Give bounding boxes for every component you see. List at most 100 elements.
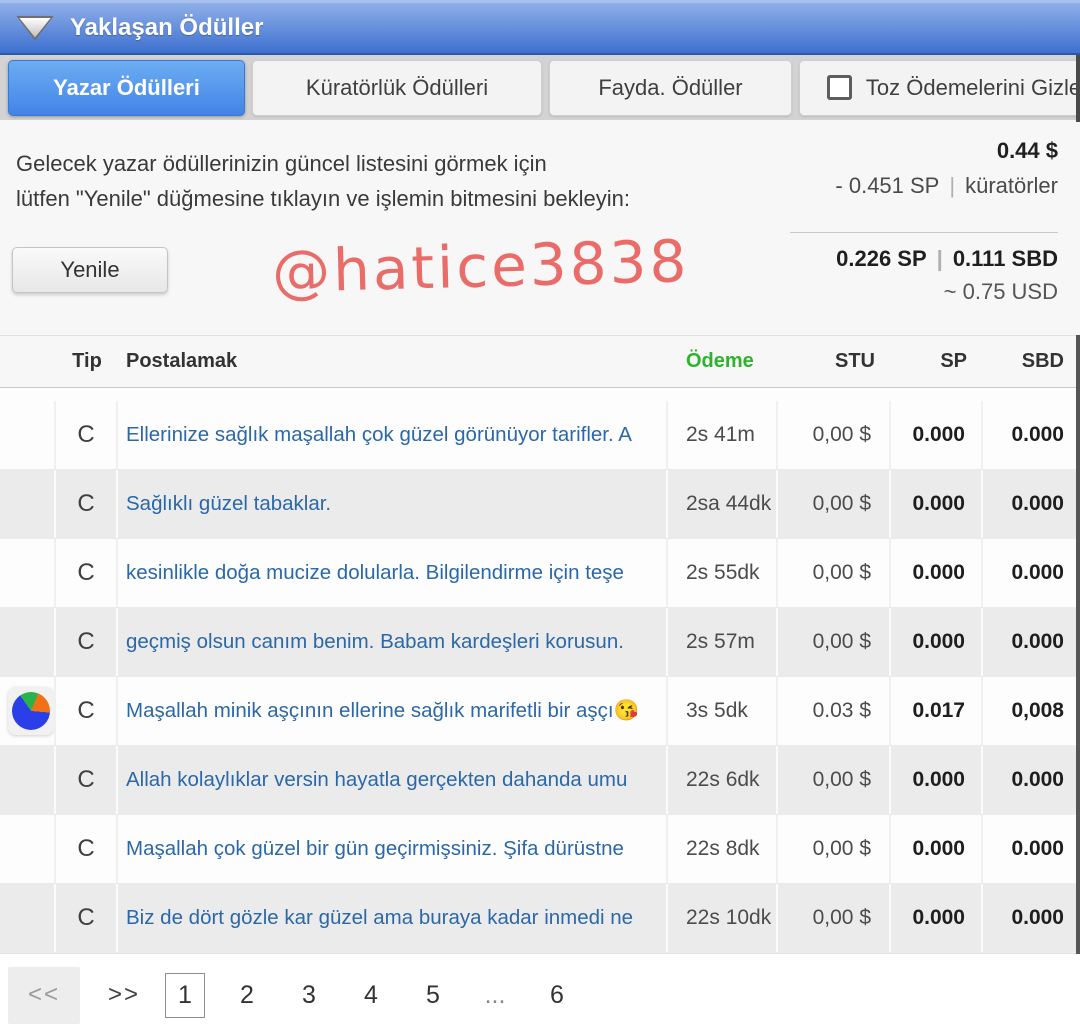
sbd-value: 0.000 [983,470,1080,538]
post-link[interactable]: Ellerinize sağlık maşallah çok güzel gör… [118,401,668,469]
sp-value: 0.000 [891,884,983,952]
pie-chart-avatar-icon [12,692,50,730]
row-type: C [56,884,118,952]
sp-value: 0.017 [891,677,983,745]
payment-value: 0,00 $ [778,815,891,883]
info-section: Gelecek yazar ödüllerinizin güncel liste… [0,120,1080,335]
pagination-next-button[interactable]: >> [107,981,141,1008]
table-row: C Maşallah minik aşçının ellerine sağlık … [0,677,1080,746]
refresh-instructions: Gelecek yazar ödüllerinizin güncel liste… [16,146,630,216]
payment-value: 0,00 $ [778,539,891,607]
pagination: << >> 1 2 3 4 5... 6 [0,953,1080,1036]
table-row: C Allah kolaylıklar versin hayatla gerçek… [0,746,1080,815]
summary-divider [790,232,1058,233]
hide-dust-checkbox[interactable] [826,75,852,100]
row-type: C [56,677,118,745]
table-row: C Biz de dört gözle kar güzel ama buraya … [0,884,1080,953]
pagination-first-button[interactable]: << [8,966,80,1024]
sp-value: 0.000 [891,815,983,883]
table-row: C Maşallah çok güzel bir gün geçirmişsini… [0,815,1080,884]
tab-label: Yazar Ödülleri [53,74,200,100]
rewards-table: C Ellerinize sağlık maşallah çok güzel gö… [0,401,1080,953]
sp-value: 0.000 [891,608,983,676]
col-header-post[interactable]: Postalamak [126,350,238,372]
pagination-page-4[interactable]: 4 [364,980,378,1009]
sbd-value: 0.000 [983,401,1080,469]
payout-time: 22s 8dk [668,815,778,883]
pending-total-block: 0.44 $ - 0.451 SP | küratörler [835,138,1058,199]
pagination-ellipsis: ... [484,980,506,1009]
tab-benefit-rewards[interactable]: Fayda. Ödüller [549,59,792,116]
payout-time: 2s 57m [668,608,778,676]
payment-value: 0,00 $ [778,608,891,676]
sp-value: 0.000 [891,470,983,538]
tab-author-rewards[interactable]: Yazar Ödülleri [8,59,245,116]
sbd-value: 0.000 [983,608,1080,676]
panel-header: Yaklaşan Ödüller [0,0,1080,55]
payment-value: 0,00 $ [778,884,891,952]
row-type: C [56,746,118,814]
post-link[interactable]: Sağlıklı güzel tabaklar. [118,470,668,538]
tab-label: Toz Ödemelerini Gizle [865,74,1080,100]
sbd-value: 0,008 [983,677,1080,745]
row-type: C [56,401,118,469]
post-link[interactable]: Maşallah minik aşçının ellerine sağlık m… [118,677,668,745]
pagination-page-3[interactable]: 3 [302,980,316,1009]
tab-hide-dust[interactable]: Toz Ödemelerini Gizle [799,59,1080,116]
pagination-page-2[interactable]: 2 [240,980,254,1009]
refresh-button[interactable]: Yenile [12,247,168,293]
sp-delta-value: - 0.451 SP [835,173,940,198]
instructions-line1: Gelecek yazar ödüllerinizin güncel liste… [16,151,547,176]
avatar-cell [0,539,56,607]
totals-block: 0.226 SP | 0.111 SBD ~ 0.75 USD [836,246,1058,305]
sbd-value: 0.000 [983,746,1080,814]
table-row: C Ellerinize sağlık maşallah çok güzel gö… [0,401,1080,470]
tab-label: Fayda. Ödüller [598,74,743,100]
payment-value: 0,00 $ [778,401,891,469]
pagination-page-5[interactable]: 5 [426,980,440,1009]
scrollbar[interactable] [1076,55,1080,122]
separator: | [949,173,956,198]
sp-sbd-line: 0.226 SP | 0.111 SBD [836,246,1058,272]
pagination-page-6[interactable]: 6 [550,980,564,1009]
avatar-cell [0,746,56,814]
col-header-payment[interactable]: Ödeme [686,350,754,372]
payout-time: 3s 5dk [668,677,778,745]
avatar-cell [0,677,56,745]
avatar-cell [0,470,56,538]
col-header-sp[interactable]: SP [940,350,967,372]
separator: | [936,246,943,271]
post-link[interactable]: Biz de dört gözle kar güzel ama buraya k… [118,884,668,952]
payment-value: 0,00 $ [778,470,891,538]
col-header-stu[interactable]: STU [835,350,875,372]
sp-delta-line: - 0.451 SP | küratörler [835,173,1058,199]
post-link[interactable]: Maşallah çok güzel bir gün geçirmişsiniz… [118,815,668,883]
avatar-cell [0,401,56,469]
tab-curation-rewards[interactable]: Küratörlük Ödülleri [252,59,542,116]
tab-label: Küratörlük Ödülleri [305,74,489,100]
payout-time: 22s 6dk [668,746,778,814]
payment-value: 0,00 $ [778,746,891,814]
collapse-arrow-icon[interactable] [16,15,54,41]
sp-value: 0.000 [891,401,983,469]
scrollbar[interactable] [1076,335,1080,954]
payment-value: 0.03 $ [778,677,891,745]
row-type: C [56,815,118,883]
table-header-gap [0,388,1080,401]
col-header-sbd[interactable]: SBD [1021,350,1064,372]
sp-value: 0.000 [891,746,983,814]
avatar[interactable] [8,687,54,735]
sbd-value: 0.000 [983,815,1080,883]
post-link[interactable]: geçmiş olsun canım benim. Babam kardeşle… [118,608,668,676]
col-header-tip[interactable]: Tip [72,350,102,372]
watermark-signature: @hatice3838 [271,227,691,307]
pagination-page-1[interactable]: 1 [165,972,205,1018]
sbd-value: 0.000 [983,539,1080,607]
post-link[interactable]: Allah kolaylıklar versin hayatla gerçekt… [118,746,668,814]
avatar-cell [0,815,56,883]
sbd-value: 0.000 [983,884,1080,952]
payout-time: 2sa 44dk [668,470,778,538]
table-header: Tip Postalamak Ödeme STU SP SBD [0,335,1080,388]
post-link[interactable]: kesinlikle doğa mucize dolularla. Bilgil… [118,539,668,607]
